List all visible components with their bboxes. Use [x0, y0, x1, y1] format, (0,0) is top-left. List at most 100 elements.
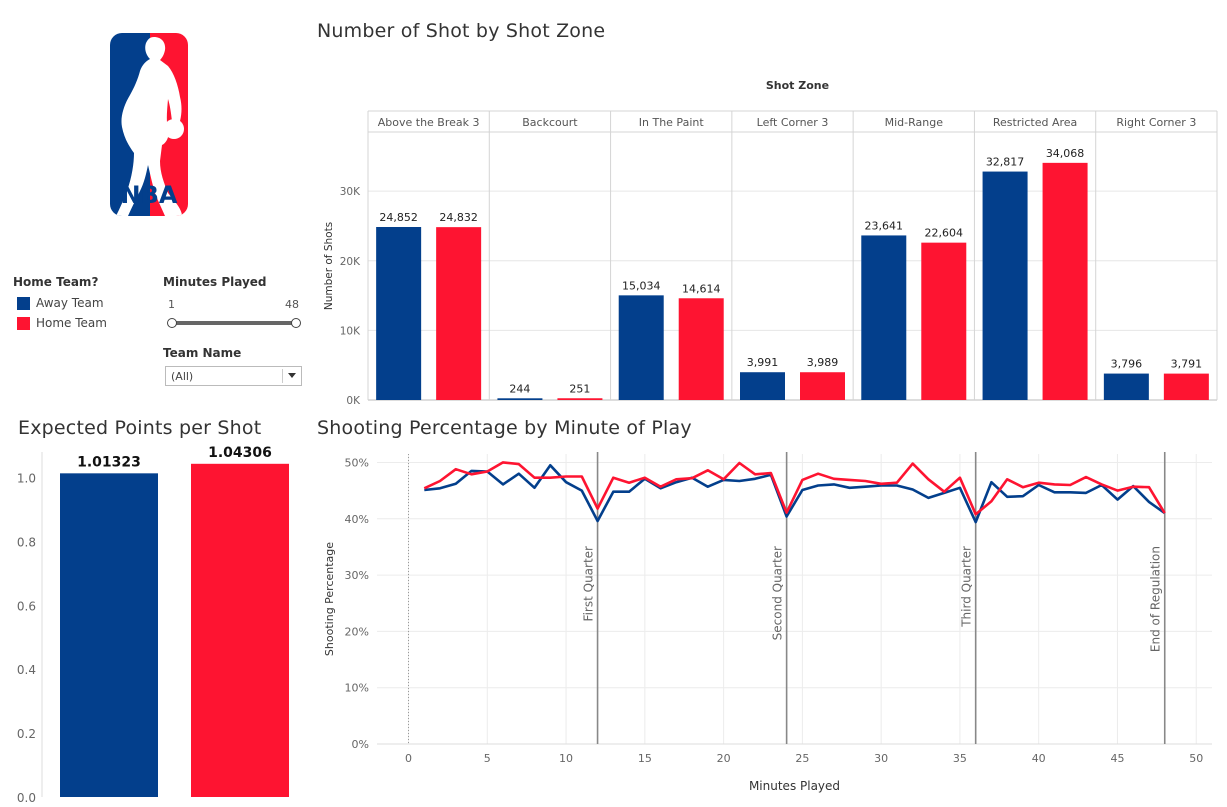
bar-data-label: 14,614: [682, 282, 721, 295]
category-label: Backcourt: [522, 116, 578, 129]
bar-away: [1103, 373, 1149, 400]
x-tick-label: 50: [1189, 752, 1203, 765]
bar-home: [557, 398, 603, 400]
bar-home: [921, 242, 967, 400]
y-tick-label: 0.0: [17, 791, 36, 805]
bar-data-label: 15,034: [622, 279, 661, 292]
bar-data-label: 251: [569, 382, 590, 395]
reference-line-label: Third Quarter: [960, 546, 974, 628]
legend-label-home: Home Team: [36, 316, 107, 330]
chevron-down-icon: [288, 373, 296, 378]
category-label: Restricted Area: [993, 116, 1077, 129]
x-tick-label: 40: [1032, 752, 1046, 765]
x-tick-label: 45: [1110, 752, 1124, 765]
y-tick-label: 1.0: [17, 472, 36, 486]
y-tick-label: 10K: [340, 325, 361, 337]
y-tick-label: 30K: [340, 186, 361, 198]
team-name-selected: (All): [171, 370, 194, 383]
y-tick-label: 10%: [345, 682, 369, 695]
bar-away: [740, 372, 785, 400]
expected-points-chart-title: Expected Points per Shot: [18, 417, 262, 439]
nba-logo-icon: NBA: [110, 33, 188, 216]
shot-zone-column-header: Shot Zone: [766, 79, 829, 92]
legend-swatch-home: [17, 316, 30, 330]
y-tick-label: 40%: [345, 513, 369, 526]
legend-title: Home Team?: [13, 275, 99, 289]
y-tick-label: 50%: [345, 456, 369, 469]
shooting-pct-chart-title: Shooting Percentage by Minute of Play: [317, 417, 692, 439]
bar-away: [60, 473, 158, 797]
bar-home: [436, 227, 482, 400]
y-tick-label: 0.4: [17, 663, 36, 677]
bar-away: [376, 227, 422, 400]
legend-swatch-away: [17, 296, 30, 310]
bar-data-label: 3,796: [1111, 358, 1143, 371]
y-tick-label: 30%: [345, 569, 369, 582]
reference-line-label: Second Quarter: [771, 546, 785, 640]
bar-data-label: 23,641: [865, 219, 904, 232]
line-away: [424, 463, 1166, 524]
bar-data-label: 244: [509, 382, 530, 395]
bar-data-label: 1.01323: [77, 454, 141, 470]
bar-away: [982, 171, 1028, 400]
bar-data-label: 22,604: [925, 227, 964, 240]
bar-data-label: 3,791: [1171, 358, 1203, 371]
y-tick-label: 20%: [345, 625, 369, 638]
bar-home: [1163, 373, 1209, 400]
bar-data-label: 1.04306: [208, 445, 272, 461]
y-axis-label: Number of Shots: [323, 222, 335, 310]
y-tick-label: 0%: [352, 738, 369, 751]
logo-text: NBA: [121, 181, 178, 209]
reference-line-label: End of Regulation: [1149, 546, 1163, 652]
minutes-slider-max-handle[interactable]: [291, 318, 301, 328]
category-label: Right Corner 3: [1116, 116, 1196, 129]
legend-label-away: Away Team: [36, 296, 104, 310]
bar-data-label: 34,068: [1046, 147, 1085, 160]
x-tick-label: 25: [795, 752, 809, 765]
bar-away: [618, 295, 664, 400]
nba-logo: NBA: [110, 33, 188, 216]
legend-item-home[interactable]: Home Team: [17, 313, 107, 333]
category-label: Above the Break 3: [378, 116, 480, 129]
legend-item-away[interactable]: Away Team: [17, 293, 107, 313]
bar-home: [678, 298, 724, 400]
team-filter-title: Team Name: [163, 346, 242, 360]
bar-data-label: 3,989: [807, 356, 839, 369]
bar-home: [800, 372, 845, 400]
bar-away: [497, 398, 543, 400]
minutes-slider-track[interactable]: [170, 321, 298, 325]
team-name-dropdown[interactable]: (All): [165, 366, 302, 386]
category-label: Left Corner 3: [757, 116, 829, 129]
bar-home: [1042, 162, 1088, 400]
y-axis-label: Shooting Percentage: [323, 542, 336, 656]
bar-data-label: 32,817: [986, 156, 1025, 169]
reference-line-label: First Quarter: [582, 546, 596, 621]
x-tick-label: 5: [484, 752, 491, 765]
x-tick-label: 30: [874, 752, 888, 765]
x-tick-label: 10: [559, 752, 573, 765]
x-tick-label: 0: [405, 752, 412, 765]
line-home: [423, 461, 1166, 516]
legend: Away Team Home Team: [17, 293, 107, 333]
x-tick-label: 15: [638, 752, 652, 765]
minutes-slider-min-handle[interactable]: [167, 318, 177, 328]
minutes-filter-title: Minutes Played: [163, 275, 267, 289]
y-tick-label: 20K: [340, 256, 361, 268]
bar-away: [861, 235, 907, 400]
y-tick-label: 0.6: [17, 599, 36, 613]
bar-home: [191, 463, 289, 797]
expected-points-chart: 0.0 0.2 0.4 0.6 0.8 1.0 1.01323 1.04306: [17, 445, 289, 805]
bar-data-label: 3,991: [747, 356, 779, 369]
shot-zone-chart: Shot Zone 0K 10K 20K 30K Number of Shots Above…: [323, 79, 1218, 407]
category-label: In The Paint: [639, 116, 705, 129]
bar-data-label: 24,852: [379, 211, 418, 224]
bar-data-label: 24,832: [439, 211, 478, 224]
x-tick-label: 20: [717, 752, 731, 765]
shot-zone-chart-title: Number of Shot by Shot Zone: [317, 20, 606, 42]
y-tick-label: 0K: [346, 395, 361, 407]
minutes-max-value: 48: [285, 298, 299, 311]
minutes-min-value: 1: [168, 298, 175, 311]
dropdown-separator: [282, 369, 283, 383]
y-tick-label: 0.8: [17, 535, 36, 549]
category-label: Mid-Range: [885, 116, 944, 129]
